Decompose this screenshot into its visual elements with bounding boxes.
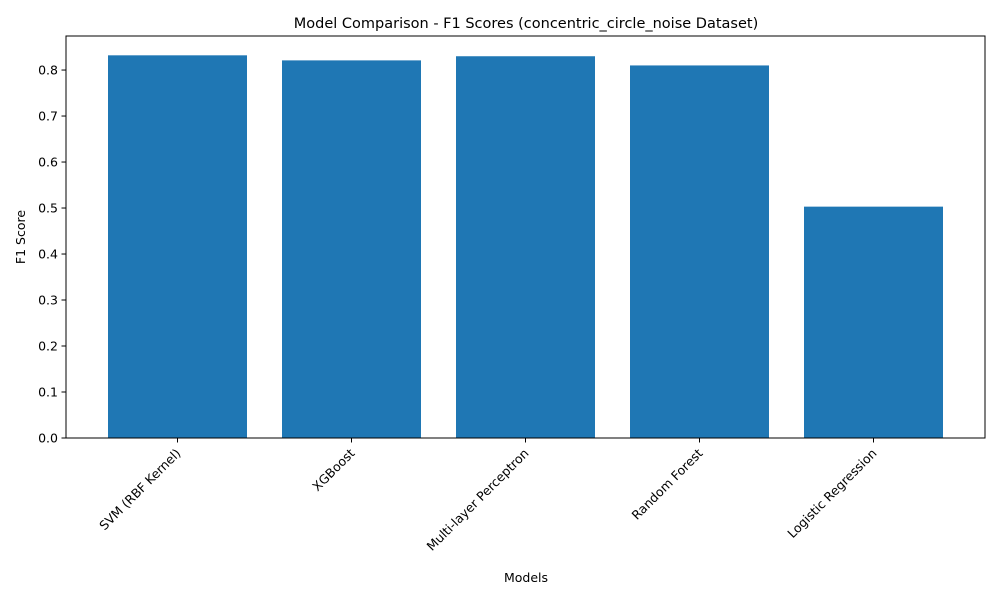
y-tick-label: 0.3 — [38, 293, 58, 308]
x-axis: SVM (RBF Kernel) XGBoost Multi-layer Perce… — [96, 438, 880, 554]
chart-title: Model Comparison - F1 Scores (concentric… — [294, 16, 758, 32]
y-axis-label: F1 Score — [13, 210, 28, 264]
y-tick-label: 0.6 — [38, 155, 58, 170]
x-tick-label: XGBoost — [309, 445, 358, 494]
plot-frame — [65, 35, 986, 439]
y-tick-label: 0.0 — [38, 431, 58, 446]
x-tick-label: Random Forest — [628, 445, 705, 522]
bar-multi-layer-perceptron — [456, 56, 595, 439]
x-tick-label: Logistic Regression — [784, 446, 879, 541]
x-tick-label: SVM (RBF Kernel) — [96, 446, 183, 533]
y-axis: 0.0 0.1 0.2 0.3 0.4 0.5 0.6 0.7 0.8 — [38, 63, 66, 446]
y-tick-label: 0.2 — [38, 339, 58, 354]
bar-svm-rbf-kernel — [108, 55, 247, 438]
y-tick-label: 0.5 — [38, 201, 58, 216]
bar-logistic-regression — [804, 206, 943, 438]
bar-random-forest — [630, 65, 769, 438]
x-axis-label: Models — [504, 570, 548, 585]
y-tick-label: 0.1 — [38, 385, 58, 400]
y-tick-label: 0.8 — [38, 63, 58, 78]
bar-xgboost — [282, 60, 421, 438]
x-tick-label: Multi-layer Perceptron — [424, 446, 532, 554]
bars — [108, 55, 943, 439]
y-tick-label: 0.7 — [38, 109, 58, 124]
y-tick-label: 0.4 — [38, 247, 58, 262]
